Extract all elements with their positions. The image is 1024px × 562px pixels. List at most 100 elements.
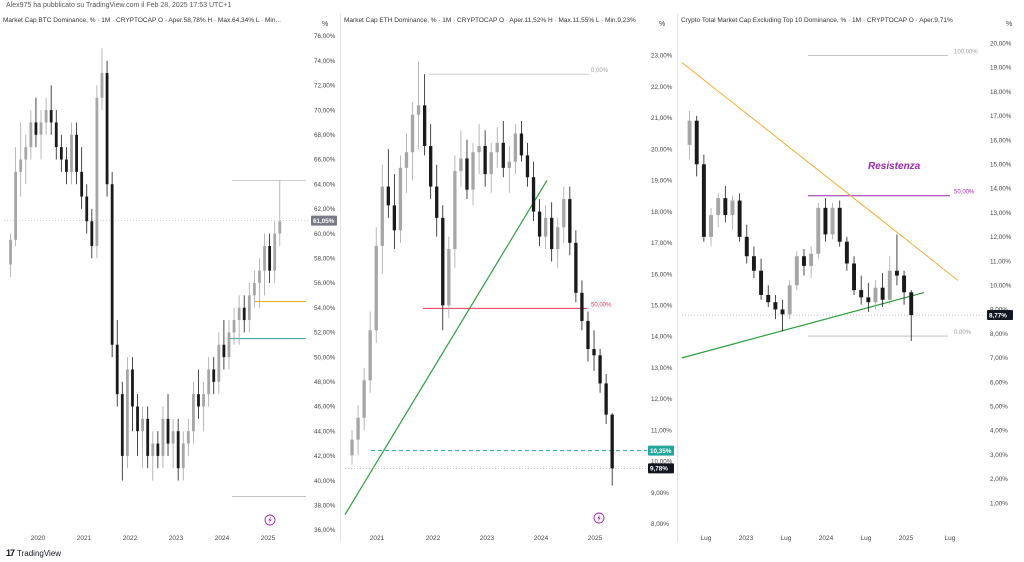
candle-body: [610, 414, 614, 469]
candle-body: [197, 394, 200, 407]
y-tick-label: 36,00%: [314, 527, 336, 534]
candle-body: [531, 177, 536, 212]
candle-body: [701, 164, 706, 237]
candle-body: [105, 73, 109, 185]
y-tick-label: 19,00%: [651, 178, 673, 185]
x-tick-label: 2024: [215, 535, 230, 542]
footer: 17 TradingView: [6, 548, 61, 558]
x-tick-label: 2023: [739, 535, 754, 542]
candle-body: [202, 394, 205, 407]
panel-divider: [340, 14, 341, 542]
candle-body: [242, 307, 246, 321]
candle-body: [398, 167, 403, 231]
candle-body: [751, 256, 756, 271]
y-tick-label: 46,00%: [314, 404, 336, 411]
chart-svg-2: 20,00% 19,00% 18,00% 17,00% 16,00% 15,00% 14,0…: [681, 21, 1013, 542]
candle-body: [146, 418, 150, 456]
current-price-label: 8,77%: [989, 312, 1007, 319]
candle-body: [207, 369, 211, 395]
x-tick-label: Lug: [861, 535, 872, 542]
candle-body: [14, 171, 18, 240]
candle-body: [809, 253, 814, 266]
lightning-bolt-icon: [268, 516, 272, 524]
candle-body: [866, 297, 871, 303]
y-tick-label: 1,00%: [990, 500, 1008, 507]
y-tick-label: 10,00%: [651, 459, 673, 466]
candle-body: [859, 290, 864, 298]
candle-body: [766, 294, 771, 303]
candle-body: [410, 114, 415, 153]
candle-body: [24, 147, 28, 160]
x-tick-label: 2025: [899, 535, 914, 542]
candle-body: [268, 245, 272, 271]
candle-body: [687, 120, 692, 145]
y-tick-label: 70,00%: [314, 107, 336, 114]
candle-body: [263, 245, 266, 271]
y-tick-label: 2,00%: [990, 476, 1008, 483]
x-tick-label: 2023: [169, 535, 184, 542]
candle-body: [136, 406, 139, 432]
candle-body: [837, 207, 842, 242]
tradingview-logo-icon: 17: [6, 548, 15, 558]
candle-body: [465, 158, 469, 190]
candle-body: [477, 145, 481, 153]
candle-body: [873, 287, 878, 303]
green-trend-line: [344, 180, 548, 515]
current-price-label: 9,78%: [650, 466, 668, 473]
candle-body: [350, 439, 354, 456]
y-unit-label: %: [1006, 21, 1012, 28]
y-tick-label: 44,00%: [314, 428, 336, 435]
candle-body: [85, 196, 89, 222]
candle-body: [34, 122, 38, 135]
others-dominance-panel[interactable]: Crypto Total Market Cap Excluding Top 10…: [678, 14, 1024, 542]
chart-svg-0: 76,00% 74,00% 72,00% 70,00% 68,00% 66,00% 64,0…: [4, 21, 337, 542]
y-tick-label: 3,00%: [990, 452, 1008, 459]
candle-body: [537, 211, 542, 237]
candle-body: [909, 292, 914, 316]
candle-body: [902, 275, 907, 293]
y-tick-label: 8,00%: [990, 331, 1008, 338]
y-tick-label: 15,00%: [651, 303, 673, 310]
y-tick-label: 62,00%: [314, 206, 336, 213]
y-tick-label: 60,00%: [314, 231, 336, 238]
candle-body: [273, 233, 277, 271]
candle-body: [232, 320, 236, 333]
y-tick-label: 7,00%: [990, 355, 1008, 362]
chart-svg-1: 23,00% 22,00% 21,00% 20,00% 19,00% 18,00% 17,0…: [344, 21, 674, 542]
candle-body: [794, 256, 799, 286]
y-tick-label: 14,00%: [651, 334, 673, 341]
candle-body: [844, 241, 849, 264]
candle-body: [110, 184, 114, 345]
y-tick-label: 56,00%: [314, 280, 336, 287]
candle-body: [744, 236, 749, 257]
candle-body: [176, 431, 180, 469]
candle-body: [574, 242, 578, 293]
candle-body: [880, 287, 885, 300]
others-chart-title: Crypto Total Market Cap Excluding Top 10…: [681, 17, 953, 24]
candle-body: [368, 330, 372, 381]
candle-body: [380, 186, 384, 246]
candle-body: [386, 186, 390, 206]
candle-body: [9, 239, 12, 265]
candle-body: [604, 383, 608, 415]
y-tick-label: 42,00%: [314, 453, 336, 460]
candle-body: [773, 302, 778, 310]
y-tick-label: 5,00%: [990, 403, 1008, 410]
y-tick-label: 72,00%: [314, 83, 336, 90]
y-tick-label: 8,00%: [651, 521, 669, 528]
y-tick-label: 18,00%: [990, 89, 1012, 96]
x-tick-label: 2025: [261, 535, 276, 542]
target-price-label: 10,35%: [650, 448, 672, 455]
candle-body: [441, 217, 445, 306]
x-tick-label: 2023: [480, 535, 495, 542]
eth-dominance-panel[interactable]: Market Cap ETH Dominance, % · 1M · CRYPT…: [341, 14, 677, 542]
btc-dominance-panel[interactable]: Market Cap BTC Dominance, % · 1M · CRYPT…: [0, 14, 340, 542]
eth-chart-title: Market Cap ETH Dominance, % · 1M · CRYPT…: [344, 17, 636, 24]
btc-chart-title: Market Cap BTC Dominance, % · 1M · CRYPT…: [3, 17, 281, 24]
x-tick-label: Lug: [701, 535, 712, 542]
y-tick-label: 21,00%: [651, 115, 673, 122]
candle-body: [212, 369, 216, 382]
y-tick-label: 58,00%: [314, 256, 336, 263]
green-trend-line: [681, 291, 925, 359]
candle-body: [716, 198, 721, 216]
